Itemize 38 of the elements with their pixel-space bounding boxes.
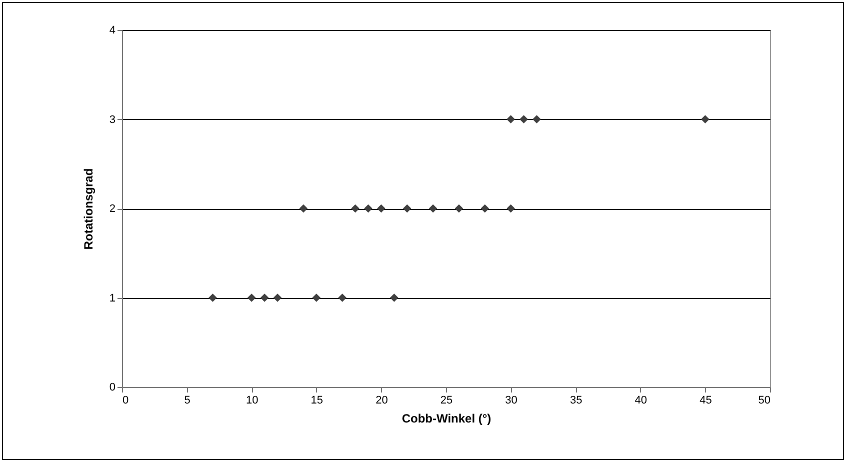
point bbox=[338, 294, 347, 302]
x-tick-label: 15 bbox=[310, 394, 324, 406]
x-tick-label: 5 bbox=[184, 394, 190, 406]
y-tick-label: 3 bbox=[109, 114, 116, 126]
x-axis-title: Cobb-Winkel (°) bbox=[402, 412, 492, 426]
x-tick-label: 40 bbox=[634, 394, 648, 406]
y-tick-label: 0 bbox=[109, 382, 116, 394]
point bbox=[390, 294, 398, 302]
point bbox=[480, 204, 490, 213]
x-tick-label: 20 bbox=[376, 394, 388, 406]
point bbox=[402, 204, 412, 213]
point bbox=[247, 294, 256, 302]
point bbox=[312, 294, 321, 302]
x-tick-label: 45 bbox=[700, 394, 712, 406]
point bbox=[701, 115, 710, 124]
point bbox=[454, 204, 464, 213]
x-tick-label: 25 bbox=[440, 394, 453, 406]
x-tick-label: 10 bbox=[246, 394, 258, 406]
point bbox=[506, 204, 515, 213]
point bbox=[273, 294, 282, 302]
point bbox=[351, 204, 360, 213]
point bbox=[520, 115, 528, 124]
point bbox=[364, 204, 372, 213]
x-tick-label: 35 bbox=[570, 394, 582, 406]
point bbox=[299, 204, 308, 213]
point bbox=[428, 204, 438, 213]
point bbox=[506, 115, 515, 124]
y-tick-label: 1 bbox=[109, 292, 116, 304]
y-tick-label: 2 bbox=[109, 203, 116, 215]
y-axis-title: Rotationsgrad bbox=[81, 168, 96, 250]
point bbox=[532, 115, 541, 124]
x-tick-label: 0 bbox=[122, 394, 129, 406]
y-tick-label: 4 bbox=[109, 24, 116, 36]
point bbox=[260, 294, 269, 302]
x-tick-label: 50 bbox=[758, 394, 770, 406]
point bbox=[208, 294, 217, 302]
x-tick-label: 30 bbox=[505, 394, 518, 406]
point bbox=[377, 204, 386, 213]
